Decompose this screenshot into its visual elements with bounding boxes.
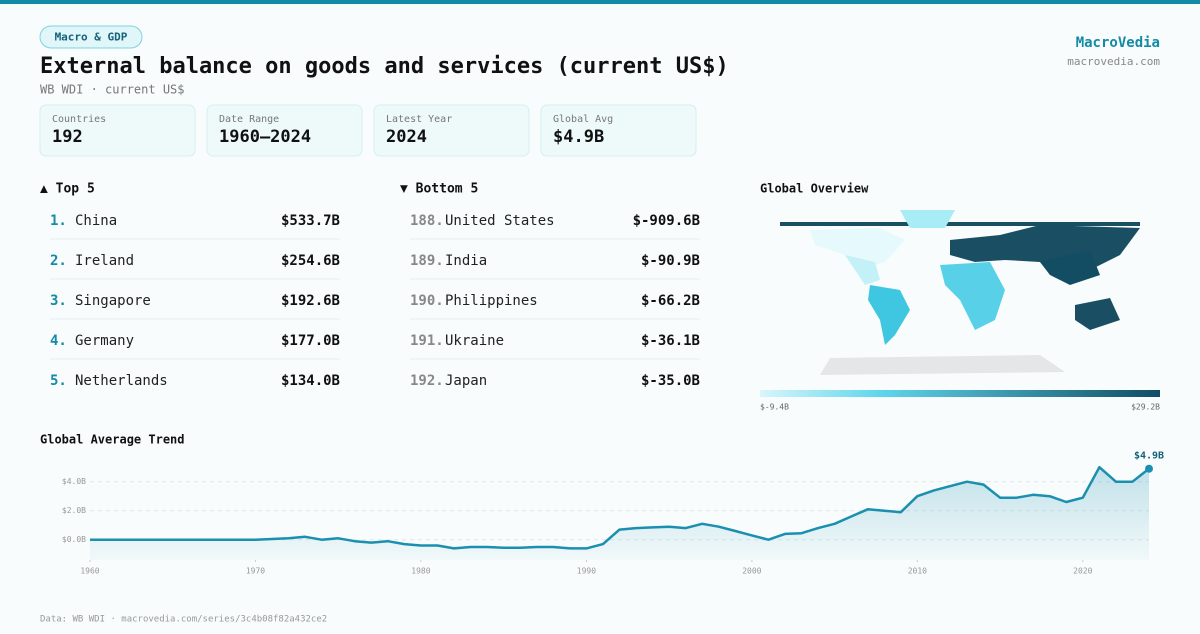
stat-card	[373, 104, 530, 157]
tag: Macro & GDP	[55, 31, 128, 44]
country-value: $134.0B	[281, 373, 340, 389]
stat-value: $4.9B	[553, 127, 604, 147]
y-tick-label: $4.0B	[62, 477, 86, 486]
rank: 3.	[50, 293, 67, 309]
line	[90, 465, 1150, 550]
stat-label: Countries	[52, 114, 106, 125]
country-value: $-36.1B	[641, 333, 700, 349]
x-tick-label: 1980	[411, 567, 430, 576]
y-tick-label: $2.0B	[62, 506, 86, 515]
value-label: $4.9B	[1134, 451, 1164, 462]
country-name: United States	[445, 213, 555, 229]
map-legend-bar	[760, 390, 1160, 397]
rank: 192.	[410, 373, 444, 389]
country-name: China	[75, 213, 117, 229]
stat-label: Latest Year	[386, 114, 452, 125]
country-name: Netherlands	[75, 373, 168, 389]
country-name: Germany	[75, 333, 134, 349]
title: External balance on goods and services (…	[40, 54, 729, 79]
country-value: $-66.2B	[641, 293, 700, 309]
map-legend-max: $29.2B	[1131, 403, 1160, 412]
rank: 190.	[410, 293, 444, 309]
x-tick-label: 1960	[80, 567, 99, 576]
world-map	[780, 210, 1140, 375]
country-name: Singapore	[75, 293, 151, 309]
subtitle: WB WDI · current US$	[40, 83, 185, 97]
x-tick-label: 2020	[1073, 567, 1092, 576]
footer: Data: WB WDI · macrovedia.com/series/3c4…	[40, 615, 327, 625]
country-name: Ukraine	[445, 333, 504, 349]
stat-card	[39, 104, 196, 157]
bottom-title: ▼ Bottom 5	[400, 182, 478, 197]
x-tick-label: 1970	[246, 567, 265, 576]
chart-title: Global Average Trend	[40, 433, 185, 447]
x-tick-label: 2000	[742, 567, 761, 576]
stat-card	[540, 104, 697, 157]
rank: 5.	[50, 373, 67, 389]
stat-card	[206, 104, 363, 157]
stat-label: Global Avg	[553, 114, 613, 125]
stat-label: Date Range	[219, 114, 279, 125]
map-legend-min: $-9.4B	[760, 403, 789, 412]
stat-value: 2024	[386, 127, 427, 147]
end-point	[1145, 464, 1153, 473]
rank: 189.	[410, 253, 444, 269]
stat-value: 1960–2024	[219, 127, 311, 147]
rank: 4.	[50, 333, 67, 349]
rank: 191.	[410, 333, 444, 349]
country-name: Ireland	[75, 253, 134, 269]
top-bar	[0, 0, 1200, 4]
country-value: $254.6B	[281, 253, 340, 269]
country-name: India	[445, 253, 487, 269]
map-title: Global Overview	[760, 182, 869, 196]
country-value: $533.7B	[281, 213, 340, 229]
stat-value: 192	[52, 127, 83, 147]
rank: 1.	[50, 213, 67, 229]
tag-badge	[39, 25, 143, 49]
country-name: Philippines	[445, 293, 538, 309]
site: macrovedia.com	[1067, 55, 1160, 68]
country-value: $192.6B	[281, 293, 340, 309]
x-tick-label: 1990	[577, 567, 596, 576]
country-value: $-35.0B	[641, 373, 700, 389]
country-value: $-909.6B	[633, 213, 700, 229]
rank: 188.	[410, 213, 444, 229]
country-name: Japan	[445, 373, 487, 389]
area	[90, 467, 1149, 560]
x-tick-label: 2010	[908, 567, 927, 576]
rank: 2.	[50, 253, 67, 269]
country-value: $177.0B	[281, 333, 340, 349]
country-value: $-90.9B	[641, 253, 700, 269]
brand: MacroVedia	[1076, 35, 1160, 51]
top-title: ▲ Top 5	[40, 182, 95, 197]
y-tick-label: $0.0B	[62, 535, 86, 544]
